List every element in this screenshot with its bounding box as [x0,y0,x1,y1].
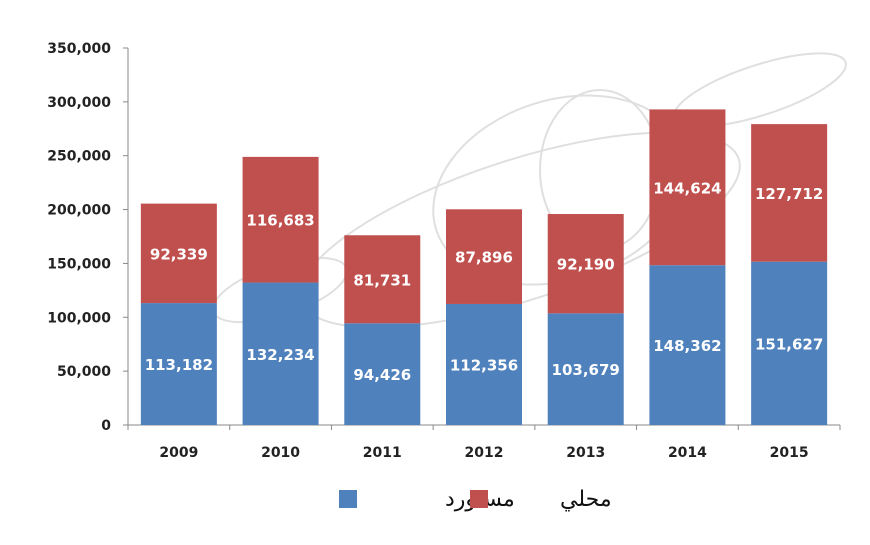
bar-imported [751,261,828,425]
y-tick-label: 150,000 [47,256,111,272]
y-tick-label: 250,000 [47,149,111,165]
data-label: 103,679 [552,361,620,379]
data-label: 148,362 [653,337,721,355]
x-tick-label: 2010 [261,445,300,461]
bar-imported [547,313,624,425]
y-tick-label: 300,000 [47,95,111,111]
legend-swatch-local [470,490,488,508]
x-tick-label: 2011 [363,445,402,461]
y-tick-label: 0 [101,418,111,434]
bar-imported [242,282,319,425]
data-label: 151,627 [755,335,823,353]
data-label: 94,426 [353,366,411,384]
bar-local [649,109,726,266]
data-label: 116,683 [246,212,314,230]
x-tick-label: 2015 [770,445,809,461]
bar-imported [649,265,726,425]
data-label: 112,356 [450,356,518,374]
data-label: 92,339 [150,245,208,263]
bar-local [140,203,217,304]
bar-local [751,124,828,262]
data-label: 81,731 [353,271,411,289]
y-tick-label: 50,000 [57,364,111,380]
y-tick-label: 350,000 [47,41,111,57]
x-tick-label: 2013 [566,445,605,461]
data-label: 113,182 [145,356,213,374]
x-tick-label: 2014 [668,445,707,461]
legend: مستورد محلي [339,487,612,512]
bar-local [344,235,421,324]
y-tick-label: 200,000 [47,203,111,219]
data-label: 144,624 [653,179,721,197]
bar-local [547,214,624,314]
bar-local [446,209,522,304]
bar-imported [344,323,421,425]
legend-swatch-imported [339,490,357,508]
data-label: 127,712 [755,185,823,203]
data-label: 87,896 [455,249,513,267]
bar-imported [446,303,522,425]
data-label: 132,234 [246,346,314,364]
y-tick-label: 100,000 [47,310,111,326]
x-tick-label: 2012 [465,445,504,461]
data-label: 92,190 [557,256,615,274]
x-tick-label: 2009 [159,445,198,461]
bar-local [242,156,319,283]
legend-label-local: محلي [560,487,612,512]
bar-imported [140,303,217,425]
